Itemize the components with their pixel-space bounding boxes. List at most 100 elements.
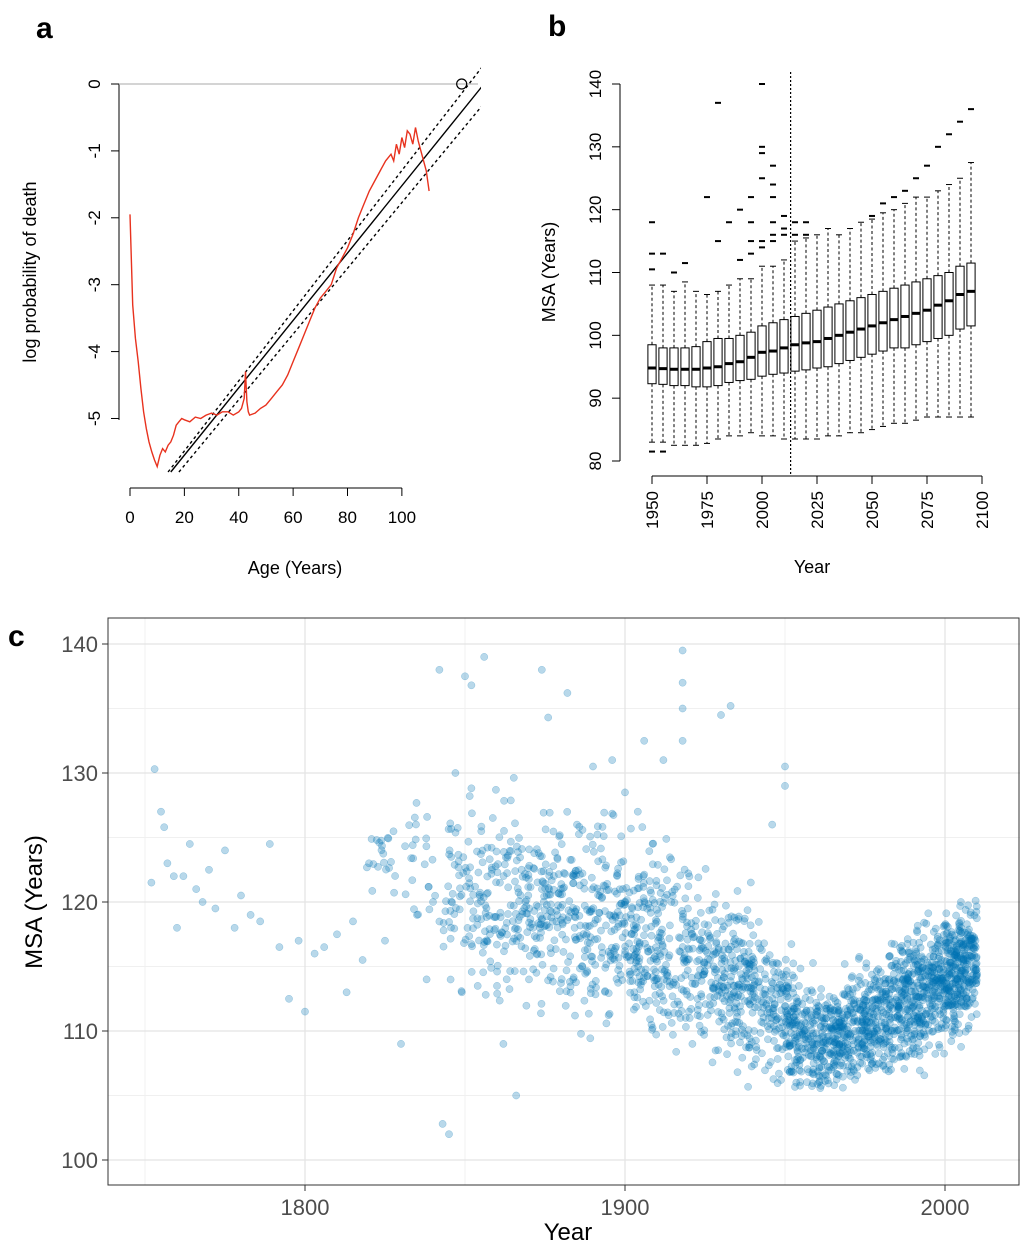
scatter-point	[537, 999, 546, 1008]
scatter-point	[554, 870, 563, 879]
scatter-point	[622, 913, 630, 921]
scatter-point	[553, 855, 562, 863]
scatter-point	[564, 906, 573, 915]
scatter-point	[545, 923, 554, 932]
scatter-point	[693, 994, 702, 1003]
scatter-point	[711, 916, 720, 924]
scatter-point	[570, 912, 579, 921]
scatter-point	[460, 939, 468, 947]
scatter-point	[700, 958, 708, 967]
scatter-point	[746, 995, 755, 1004]
scatter-point	[448, 889, 457, 898]
scatter-point	[942, 980, 951, 988]
scatter-point	[841, 1033, 850, 1041]
scatter-point	[955, 1010, 964, 1019]
scatter-point	[541, 884, 550, 893]
scatter-point	[483, 872, 492, 881]
scatter-point	[570, 872, 578, 880]
scatter-point	[745, 1043, 754, 1052]
scatter-point	[650, 965, 658, 974]
scatter-point	[850, 1066, 858, 1075]
scatter-point	[781, 1007, 790, 1015]
scatter-point	[593, 915, 602, 924]
scatter-point	[483, 889, 491, 898]
scatter-point	[808, 1046, 817, 1055]
scatter-point	[551, 848, 559, 857]
scatter-point	[526, 923, 534, 931]
scatter-point	[840, 1014, 849, 1022]
scatter-point	[481, 901, 490, 910]
scatter-point	[811, 1011, 820, 1019]
scatter-point	[640, 736, 649, 745]
scatter-point	[435, 917, 444, 926]
scatter-point	[696, 965, 704, 974]
scatter-point	[909, 1043, 918, 1051]
scatter-point	[818, 1047, 826, 1056]
scatter-point	[806, 1052, 815, 1061]
scatter-point	[693, 1011, 702, 1020]
scatter-point	[530, 945, 539, 953]
scatter-point	[517, 942, 526, 951]
scatter-point	[871, 1020, 879, 1029]
scatter-point	[805, 1068, 813, 1077]
scatter-point	[731, 940, 740, 949]
scatter-point	[650, 982, 659, 991]
scatter-point	[839, 1023, 848, 1031]
scatter-point	[515, 897, 523, 905]
scatter-point	[801, 1019, 810, 1028]
scatter-point	[793, 1032, 802, 1041]
scatter-point	[872, 1024, 881, 1033]
scatter-point	[633, 884, 642, 893]
scatter-point	[756, 983, 764, 992]
scatter-point	[539, 897, 548, 906]
scatter-point	[806, 996, 814, 1004]
panel-c-y-tick-label: 110	[63, 1019, 98, 1044]
box-plot	[801, 221, 811, 440]
scatter-point	[652, 955, 660, 964]
scatter-point	[635, 954, 644, 963]
scatter-point	[530, 864, 539, 873]
scatter-point	[823, 1076, 832, 1085]
scatter-point	[897, 941, 906, 950]
scatter-point	[759, 1019, 768, 1027]
scatter-point	[557, 880, 566, 888]
scatter-point	[858, 1039, 867, 1047]
scatter-point	[659, 899, 668, 907]
scatter-point	[649, 839, 658, 848]
scatter-point	[454, 863, 463, 872]
scatter-point	[794, 1021, 802, 1029]
panel-b-y-tick-label: 90	[586, 389, 605, 408]
scatter-point	[607, 927, 616, 936]
scatter-point	[791, 1011, 800, 1019]
scatter-point	[721, 957, 729, 965]
scatter-point	[769, 958, 777, 967]
scatter-point	[829, 1058, 838, 1067]
scatter-point	[729, 981, 738, 990]
scatter-point	[827, 1024, 836, 1033]
scatter-point	[586, 933, 595, 942]
scatter-point	[656, 928, 664, 937]
scatter-point	[696, 1012, 704, 1021]
scatter-point	[750, 1027, 759, 1035]
scatter-point	[623, 896, 631, 904]
scatter-point	[643, 972, 652, 981]
scatter-point	[833, 1070, 841, 1078]
scatter-point	[448, 898, 456, 907]
scatter-point	[665, 977, 674, 986]
scatter-point	[815, 1003, 823, 1011]
scatter-point	[779, 984, 787, 992]
scatter-point	[856, 1058, 865, 1067]
scatter-point	[849, 985, 857, 993]
scatter-point	[719, 1015, 728, 1024]
scatter-point	[482, 904, 491, 913]
scatter-point	[859, 1003, 868, 1012]
scatter-point	[575, 881, 584, 890]
scatter-point	[876, 1003, 885, 1012]
scatter-point	[632, 956, 641, 965]
box-iqr	[856, 297, 866, 358]
panel-a-y-tick-label: -2	[85, 210, 104, 225]
scatter-point	[727, 1039, 735, 1048]
scatter-point	[637, 965, 646, 974]
scatter-point	[787, 940, 796, 948]
scatter-point	[825, 1063, 834, 1072]
